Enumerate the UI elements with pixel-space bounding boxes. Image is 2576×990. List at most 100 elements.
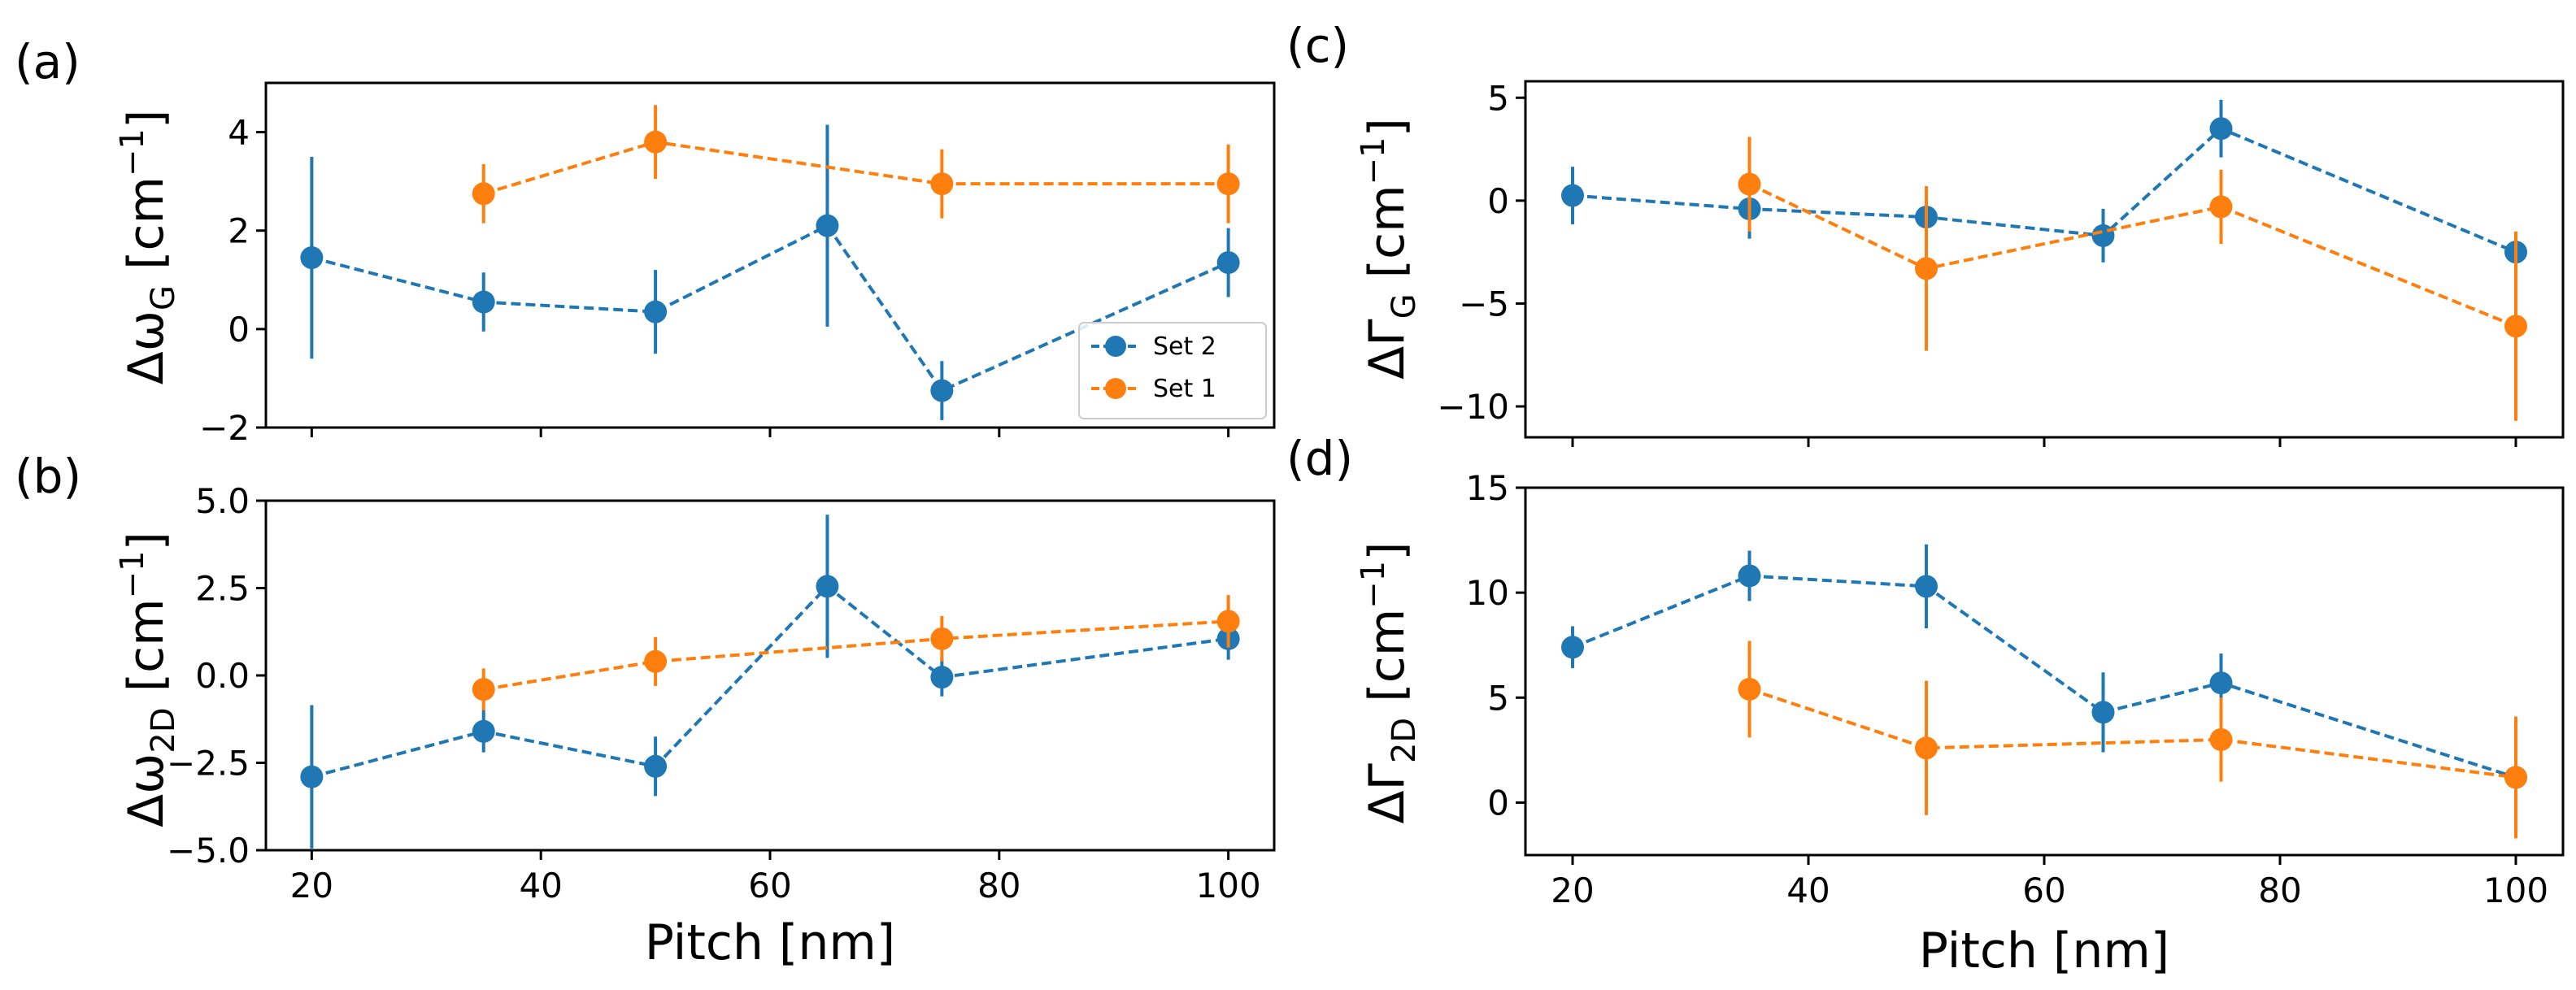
- y-tick-label: −2.5: [167, 744, 250, 784]
- y-tick-label: −5: [1459, 284, 1509, 323]
- x-tick-label: 100: [2483, 871, 2548, 910]
- data-point-set1: [1738, 172, 1761, 196]
- series-line-set2: [1572, 126, 2517, 254]
- y-tick-label: 2.5: [195, 569, 250, 609]
- panel-d-ticks: 20 40 60 80 100 0 5 10 15: [1466, 468, 2549, 910]
- data-point-set2: [644, 754, 668, 778]
- data-point-set2: [2209, 671, 2233, 695]
- data-point-set2: [300, 246, 324, 270]
- data-point-set1: [2209, 727, 2233, 751]
- x-tick-label: 20: [1551, 871, 1594, 910]
- panel-a-plot: [300, 105, 1240, 420]
- y-tick-label: 2: [228, 211, 250, 251]
- panel-d-frame: [1524, 486, 2565, 857]
- y-tick-label: −5.0: [167, 831, 250, 871]
- y-tick-label: 0: [1487, 783, 1509, 823]
- data-point-set1: [1216, 610, 1240, 633]
- panel-c-series: [1561, 99, 2527, 421]
- x-tick-label: 80: [2258, 871, 2301, 910]
- panel-b-ylabel: Δω2D [cm−1]: [114, 532, 182, 827]
- panel-a-label: (a): [15, 34, 80, 89]
- y-tick-label: 0: [1487, 181, 1509, 221]
- legend-marker-set2: [1105, 336, 1126, 357]
- panel-d-plot: [1561, 544, 2527, 839]
- x-tick-label: 60: [748, 866, 791, 905]
- y-tick-label: 5.0: [195, 481, 250, 521]
- data-point-set1: [930, 172, 954, 196]
- data-point-set2: [930, 666, 954, 689]
- legend-marker-set1: [1105, 378, 1126, 399]
- panel-a: (a) ΔωG [cm−1] −2 0 2 4 Set 2 Set 1: [15, 34, 1276, 448]
- data-point-set2: [2091, 701, 2115, 724]
- panel-d-xlabel: Pitch [nm]: [1919, 923, 2169, 979]
- data-point-set2: [930, 379, 954, 402]
- panel-b-series: [300, 515, 1240, 849]
- data-point-set1: [644, 649, 668, 673]
- data-point-set2: [2091, 224, 2115, 247]
- data-point-set1: [2504, 766, 2527, 789]
- data-point-set2: [644, 300, 668, 323]
- y-tick-label: 10: [1466, 573, 1509, 613]
- panel-d-ylabel: ΔΓ2D [cm−1]: [1355, 541, 1423, 823]
- panel-b-xlabel: Pitch [nm]: [645, 914, 895, 971]
- series-line-set1: [483, 140, 1229, 196]
- data-point-set2: [1561, 636, 1584, 659]
- data-point-set2: [472, 719, 495, 743]
- panel-a-ylabel: ΔωG [cm−1]: [114, 110, 182, 385]
- panel-b-plot: [300, 515, 1240, 849]
- panel-d-series: [1561, 544, 2527, 839]
- panel-a-ticks: −2 0 2 4: [199, 113, 1230, 448]
- legend-label-set2: Set 2: [1153, 332, 1216, 361]
- panel-c: (c) ΔΓG [cm−1] −10 −5 0 5: [1286, 18, 2565, 447]
- data-point-set1: [1915, 736, 1938, 760]
- data-point-set1: [472, 678, 495, 701]
- x-tick-label: 20: [290, 866, 333, 905]
- data-point-set2: [1915, 575, 1938, 598]
- x-tick-label: 40: [519, 866, 562, 905]
- panel-c-plot: [1561, 99, 2527, 421]
- data-point-set2: [816, 575, 839, 598]
- series-line-set2: [311, 584, 1229, 779]
- y-tick-label: −10: [1437, 387, 1509, 427]
- x-tick-label: 80: [977, 866, 1020, 905]
- panel-c-ylabel: ΔΓG [cm−1]: [1355, 118, 1423, 380]
- x-tick-label: 40: [1786, 871, 1830, 910]
- panel-b-frame: [264, 499, 1276, 852]
- panel-c-frame: [1524, 80, 2565, 439]
- data-point-set1: [2504, 315, 2527, 338]
- y-tick-label: 0: [228, 310, 250, 350]
- panel-a-frame: [264, 81, 1276, 429]
- series-line-set2: [311, 224, 1229, 393]
- panel-b: (b) Δω2D [cm−1] 20 40 60 80 100 −5.0 −2.5 0.0 2.…: [15, 449, 1276, 971]
- legend-label-set1: Set 1: [1153, 375, 1216, 403]
- data-point-set2: [1216, 251, 1240, 275]
- x-tick-label: 100: [1196, 866, 1261, 905]
- y-tick-label: 5: [1487, 78, 1509, 118]
- y-tick-label: 0.0: [195, 656, 250, 696]
- series-line-set1: [483, 619, 1229, 692]
- y-tick-label: 4: [228, 113, 250, 153]
- data-point-set2: [816, 214, 839, 237]
- series-line-set1: [1748, 688, 2517, 779]
- y-tick-label: −2: [199, 408, 250, 448]
- y-tick-label: 5: [1487, 678, 1509, 718]
- data-point-set2: [472, 290, 495, 314]
- data-point-set2: [1561, 184, 1584, 207]
- panel-c-label: (c): [1286, 18, 1349, 73]
- panel-d-label: (d): [1286, 431, 1353, 486]
- legend: Set 2 Set 1: [1078, 322, 1267, 419]
- data-point-set1: [1216, 172, 1240, 196]
- data-point-set1: [644, 130, 668, 154]
- series-line-set2: [1572, 574, 2517, 779]
- data-point-set1: [472, 182, 495, 206]
- x-tick-label: 60: [2022, 871, 2065, 910]
- data-point-set1: [1738, 677, 1761, 701]
- panel-d: (d) ΔΓ2D [cm−1] 20 40 60 80 100 0 5 10 15 Pitch …: [1286, 431, 2565, 979]
- data-point-set1: [2209, 195, 2233, 219]
- data-point-set1: [930, 627, 954, 650]
- panel-c-ticks: −10 −5 0 5: [1437, 78, 2517, 447]
- panel-b-label: (b): [15, 449, 81, 504]
- panel-a-series: [300, 105, 1240, 420]
- panel-b-ticks: 20 40 60 80 100 −5.0 −2.5 0.0 2.5 5.0: [167, 481, 1261, 905]
